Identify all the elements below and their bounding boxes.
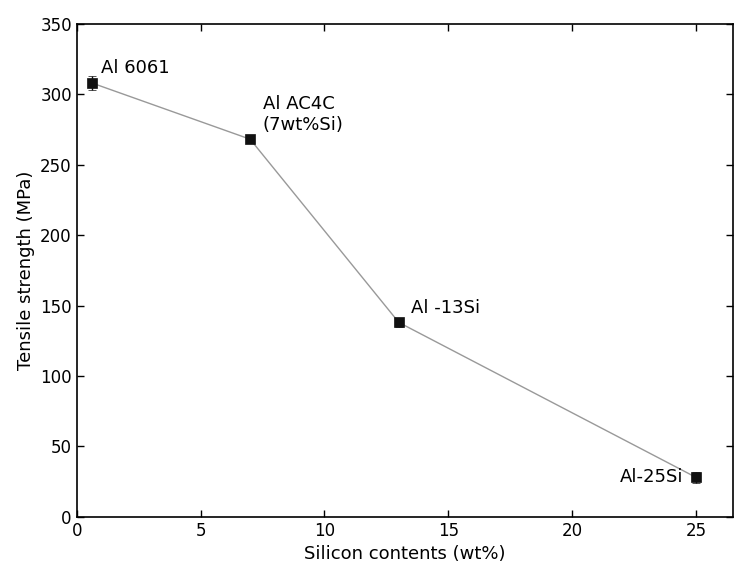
Text: Al-25Si: Al-25Si bbox=[620, 469, 684, 487]
Y-axis label: Tensile strength (MPa): Tensile strength (MPa) bbox=[16, 171, 34, 370]
X-axis label: Silicon contents (wt%): Silicon contents (wt%) bbox=[304, 545, 506, 563]
Text: Al -13Si: Al -13Si bbox=[411, 299, 480, 317]
Text: Al 6061: Al 6061 bbox=[101, 59, 170, 77]
Text: Al AC4C
(7wt%Si): Al AC4C (7wt%Si) bbox=[262, 95, 344, 133]
